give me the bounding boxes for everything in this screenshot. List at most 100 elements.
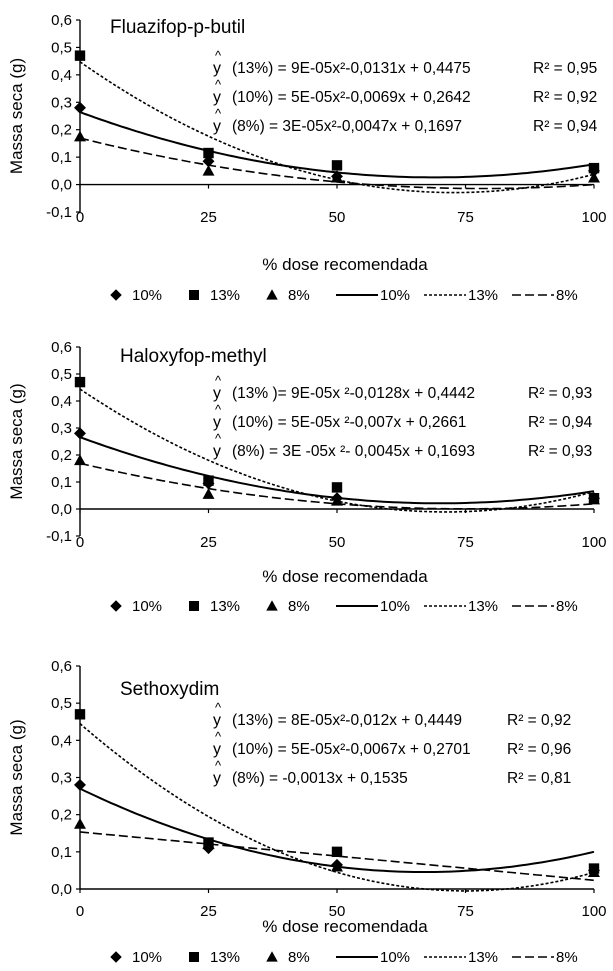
- legend-label: 10%: [380, 949, 410, 966]
- data-point-8pct: [74, 817, 86, 829]
- r-squared-label: R² = 0,95: [533, 60, 597, 77]
- legend-label: 13%: [468, 287, 498, 304]
- y-tick-label: 0,4: [51, 393, 72, 410]
- y-tick-label: 0,3: [51, 770, 72, 787]
- y-hat-symbol: ^: [215, 77, 222, 92]
- data-point-13pct: [331, 482, 343, 493]
- y-hat-symbol: ^: [215, 48, 222, 63]
- data-point-13pct: [203, 147, 214, 159]
- x-tick-label: 75: [457, 903, 474, 920]
- r-squared-label: R² = 0,92: [533, 89, 597, 106]
- y-tick-label: 0,2: [51, 122, 72, 139]
- y-symbol: y: [213, 60, 221, 77]
- equation-label: (10%) = 5E-05x²-0,0069x + 0,2642: [232, 89, 471, 106]
- y-hat-symbol: ^: [215, 431, 222, 446]
- chart-title: Sethoxydim: [120, 679, 219, 700]
- r-squared-label: R² = 0,81: [507, 770, 571, 787]
- y-tick-label: 0,5: [51, 695, 72, 712]
- equation-label: (13%) = 9E-05x²-0,0131x + 0,4475: [232, 60, 471, 77]
- legend-label: 10%: [380, 598, 410, 615]
- legend-marker-13pct: [189, 601, 199, 611]
- data-point-8pct: [74, 130, 86, 142]
- y-tick-label: 0,2: [51, 807, 72, 824]
- data-point-13pct: [203, 475, 214, 486]
- data-point-8pct: [331, 494, 343, 506]
- data-point-8pct: [202, 488, 215, 499]
- legend-marker-10pct: [110, 289, 122, 301]
- y-tick-label: 0,1: [51, 844, 72, 861]
- y-tick-label: 0,1: [51, 149, 72, 166]
- data-point-13pct: [74, 709, 86, 720]
- x-tick-label: 100: [581, 209, 606, 226]
- legend: 10% 13% 8% 10% 13% 8%: [110, 598, 578, 615]
- x-axis-label: % dose recomendada: [262, 567, 428, 586]
- legend-label: 10%: [132, 949, 162, 966]
- y-tick-label: 0,0: [51, 501, 72, 518]
- legend-marker-8pct: [266, 600, 278, 611]
- y-symbol: y: [213, 770, 221, 787]
- y-tick-label: -0,1: [46, 204, 72, 221]
- equation-label: (13%) = 8E-05x²-0,012x + 0,4449: [232, 712, 462, 729]
- legend-label: 10%: [380, 287, 410, 304]
- r-squared-label: R² = 0,94: [533, 118, 598, 135]
- x-tick-label: 50: [329, 903, 346, 920]
- data-point-10pct: [74, 101, 86, 114]
- data-point-13pct: [74, 376, 86, 388]
- fit-line-13pct: [79, 723, 595, 892]
- x-tick-label: 25: [200, 534, 217, 551]
- chart-panel-2: -0,1 0,0 0,1 0,2 0,3 0,4 0,5 0,6 0 25 50 75 100 % dos…: [7, 339, 607, 615]
- data-point-10pct: [74, 778, 86, 791]
- y-symbol: y: [213, 741, 221, 758]
- equation-label: (10%) = 5E-05x ²-0,007x + 0,2661: [232, 414, 466, 431]
- x-tick-label: 0: [76, 903, 84, 920]
- data-point-8pct: [331, 860, 343, 872]
- chart-title: Fluazifop-p-butil: [110, 17, 245, 38]
- data-point-10pct: [74, 427, 86, 440]
- data-point-8pct: [588, 171, 600, 183]
- legend-label: 13%: [210, 949, 240, 966]
- x-tick-label: 75: [457, 209, 474, 226]
- fit-line-8pct: [79, 831, 595, 882]
- legend-label: 8%: [556, 949, 578, 966]
- y-axis-label: Massa seca (g): [7, 383, 26, 499]
- data-point-8pct: [331, 171, 343, 183]
- equation-label: (10%) = 5E-05x²-0,0067x + 0,2701: [232, 741, 471, 758]
- x-tick-label: 0: [76, 209, 84, 226]
- data-point-13pct: [588, 162, 600, 174]
- legend-label: 8%: [288, 287, 310, 304]
- legend-marker-8pct: [266, 289, 278, 300]
- y-symbol: y: [213, 414, 221, 431]
- y-hat-symbol: ^: [215, 758, 222, 773]
- y-tick-label: 0,3: [51, 420, 72, 437]
- data-point-8pct: [74, 454, 86, 466]
- y-hat-symbol: ^: [215, 402, 222, 417]
- y-symbol: y: [213, 385, 221, 402]
- y-tick-label: 0,2: [51, 447, 72, 464]
- chart-panel-3: 0,0 0,1 0,2 0,3 0,4 0,5 0,6 0 25 50 75 100 % dose re…: [7, 658, 607, 966]
- legend-marker-10pct: [110, 600, 122, 612]
- legend-marker-10pct: [110, 951, 122, 963]
- y-tick-label: 0,3: [51, 94, 72, 111]
- y-tick-label: 0,6: [51, 658, 72, 675]
- data-point-13pct: [74, 50, 86, 61]
- legend-marker-13pct: [189, 290, 199, 300]
- y-axis-label: Massa seca (g): [7, 58, 26, 174]
- x-axis-label: % dose recomendada: [262, 917, 428, 936]
- y-tick-label: 0,4: [51, 732, 72, 749]
- y-tick-label: 0,4: [51, 67, 72, 84]
- equation-label: (8%) = 3E -05x ²- 0,0045x + 0,1693: [232, 443, 475, 460]
- legend-label: 13%: [210, 287, 240, 304]
- legend-label: 13%: [468, 949, 498, 966]
- x-tick-label: 100: [581, 534, 606, 551]
- legend-label: 8%: [288, 598, 310, 615]
- r-squared-label: R² = 0,94: [528, 414, 593, 431]
- data-point-13pct: [331, 846, 343, 858]
- y-tick-label: 0,5: [51, 366, 72, 383]
- y-symbol: y: [213, 443, 221, 460]
- y-hat-symbol: ^: [215, 373, 222, 388]
- y-tick-label: 0,1: [51, 474, 72, 491]
- legend: 10% 13% 8% 10% 13% 8%: [110, 287, 578, 304]
- x-tick-label: 75: [457, 534, 474, 551]
- x-tick-label: 50: [329, 209, 346, 226]
